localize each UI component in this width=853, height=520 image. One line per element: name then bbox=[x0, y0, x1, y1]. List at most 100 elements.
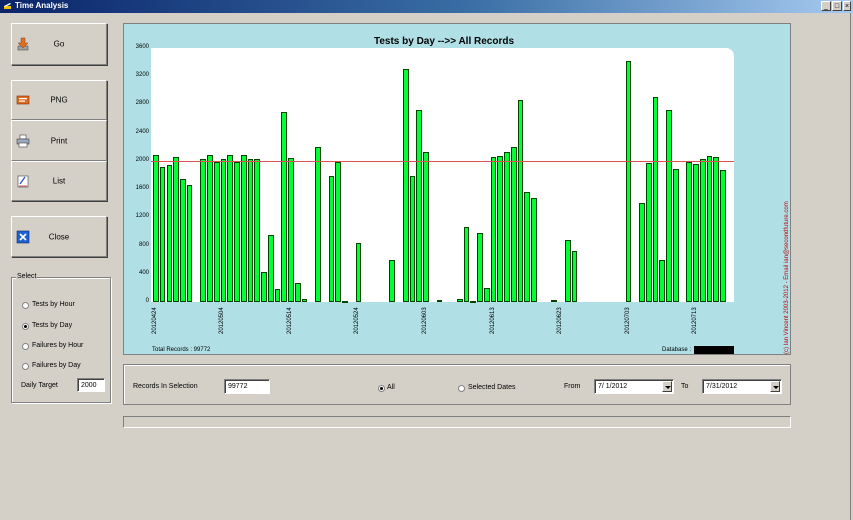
bar bbox=[483, 287, 490, 302]
bar bbox=[301, 299, 308, 302]
title-bar: Time Analysis _ □ × bbox=[0, 0, 853, 13]
bar bbox=[672, 169, 679, 302]
x-tick-label: 20120603 bbox=[421, 307, 428, 334]
bar bbox=[207, 155, 213, 302]
daily-target-label: Daily Target bbox=[21, 382, 58, 389]
bar bbox=[470, 300, 477, 303]
from-date-picker[interactable]: 7/ 1/2012 bbox=[594, 379, 674, 394]
bar bbox=[436, 299, 443, 302]
x-tick-label: 20120713 bbox=[692, 307, 699, 334]
bar bbox=[180, 178, 186, 302]
bar bbox=[551, 299, 558, 302]
radio-selected-dates[interactable] bbox=[458, 385, 465, 392]
to-date-value: 7/31/2012 bbox=[706, 383, 738, 390]
chevron-down-icon[interactable] bbox=[662, 381, 672, 392]
png-button[interactable]: PNG bbox=[11, 80, 107, 120]
bar bbox=[699, 159, 706, 302]
bar bbox=[625, 60, 632, 302]
bar bbox=[240, 154, 247, 302]
y-tick-label: 1600 bbox=[135, 185, 149, 192]
radio-tests-by-hour[interactable] bbox=[22, 302, 29, 309]
chart-plot-area bbox=[151, 48, 734, 303]
daily-target-input[interactable]: 2000 bbox=[77, 378, 105, 392]
bar bbox=[713, 157, 720, 302]
bar bbox=[234, 161, 240, 302]
bar bbox=[510, 147, 517, 302]
bar bbox=[335, 162, 342, 302]
bar bbox=[213, 162, 220, 302]
bar bbox=[423, 152, 429, 302]
bar bbox=[463, 227, 470, 302]
go-label: Go bbox=[53, 39, 65, 49]
bar bbox=[524, 191, 531, 302]
bar bbox=[227, 155, 234, 302]
bar bbox=[254, 158, 261, 302]
bar bbox=[517, 99, 524, 302]
bar bbox=[328, 175, 335, 302]
print-button[interactable]: Print bbox=[11, 120, 107, 161]
radio-all[interactable] bbox=[378, 385, 385, 392]
bar bbox=[639, 202, 645, 302]
copyright-text: (c) Ian Vincent 2003-2012 - Email ian@se… bbox=[784, 201, 790, 354]
minimize-button[interactable]: _ bbox=[821, 1, 831, 11]
options-panel: Records In Selection 99772 All Selected … bbox=[123, 364, 791, 405]
chevron-down-icon[interactable] bbox=[770, 381, 780, 392]
radio-failures-by-hour[interactable] bbox=[22, 343, 29, 350]
list-button[interactable]: List bbox=[11, 161, 107, 201]
y-tick-label: 2000 bbox=[135, 156, 149, 163]
print-label: Print bbox=[50, 136, 68, 145]
bar bbox=[409, 176, 416, 302]
window-border bbox=[850, 13, 853, 520]
radio-failures-by-day[interactable] bbox=[22, 363, 29, 370]
x-tick-label: 20120703 bbox=[624, 307, 631, 334]
target-line bbox=[151, 160, 734, 162]
list-label: List bbox=[52, 176, 66, 186]
bar bbox=[247, 158, 254, 302]
progress-bar bbox=[123, 416, 791, 428]
y-tick-label: 3600 bbox=[135, 44, 149, 50]
bar bbox=[315, 146, 321, 302]
select-groupbox: Select Tests by Hour Tests by Day Failur… bbox=[11, 273, 111, 403]
image-file-icon bbox=[16, 95, 30, 105]
records-in-selection-label: Records In Selection bbox=[133, 383, 198, 390]
bar bbox=[645, 163, 652, 302]
maximize-button[interactable]: □ bbox=[832, 1, 842, 11]
bar bbox=[504, 152, 510, 302]
bar bbox=[294, 282, 301, 302]
bar bbox=[173, 157, 179, 302]
bar bbox=[153, 155, 159, 302]
printer-icon bbox=[16, 134, 30, 147]
from-date-value: 7/ 1/2012 bbox=[598, 383, 628, 390]
x-tick-label: 20120504 bbox=[219, 307, 226, 334]
chart-panel: Tests by Day -->> All Records Total Reco… bbox=[123, 23, 791, 355]
window-title: Time Analysis bbox=[15, 1, 69, 10]
option-failures-by-hour: Failures by Hour bbox=[32, 342, 84, 349]
bar bbox=[456, 299, 463, 302]
radio-tests-by-day[interactable] bbox=[22, 323, 29, 330]
go-button[interactable]: Go bbox=[11, 23, 107, 65]
bar bbox=[477, 232, 483, 302]
list-document-icon bbox=[17, 175, 29, 188]
close-window-button[interactable]: × bbox=[843, 1, 851, 11]
y-tick-label: 1200 bbox=[135, 213, 149, 220]
bar bbox=[571, 251, 578, 302]
app-icon bbox=[4, 3, 11, 9]
bar bbox=[402, 69, 409, 302]
bar bbox=[186, 184, 193, 302]
records-in-selection-input[interactable]: 99772 bbox=[224, 379, 270, 394]
option-failures-by-day: Failures by Day bbox=[32, 362, 81, 369]
bar bbox=[274, 289, 281, 302]
bar bbox=[416, 110, 423, 302]
bar bbox=[706, 155, 713, 302]
y-tick-label: 400 bbox=[138, 269, 149, 276]
bar bbox=[267, 234, 274, 302]
close-icon bbox=[16, 230, 30, 243]
close-button[interactable]: Close bbox=[11, 216, 107, 257]
bar bbox=[693, 164, 699, 302]
total-records-text: Total Records : 99772 bbox=[152, 347, 211, 353]
bar bbox=[281, 111, 288, 302]
to-date-picker[interactable]: 7/31/2012 bbox=[702, 379, 782, 394]
x-tick-label: 20120524 bbox=[354, 307, 361, 334]
y-tick-label: 2400 bbox=[135, 128, 149, 135]
bar bbox=[531, 198, 537, 302]
